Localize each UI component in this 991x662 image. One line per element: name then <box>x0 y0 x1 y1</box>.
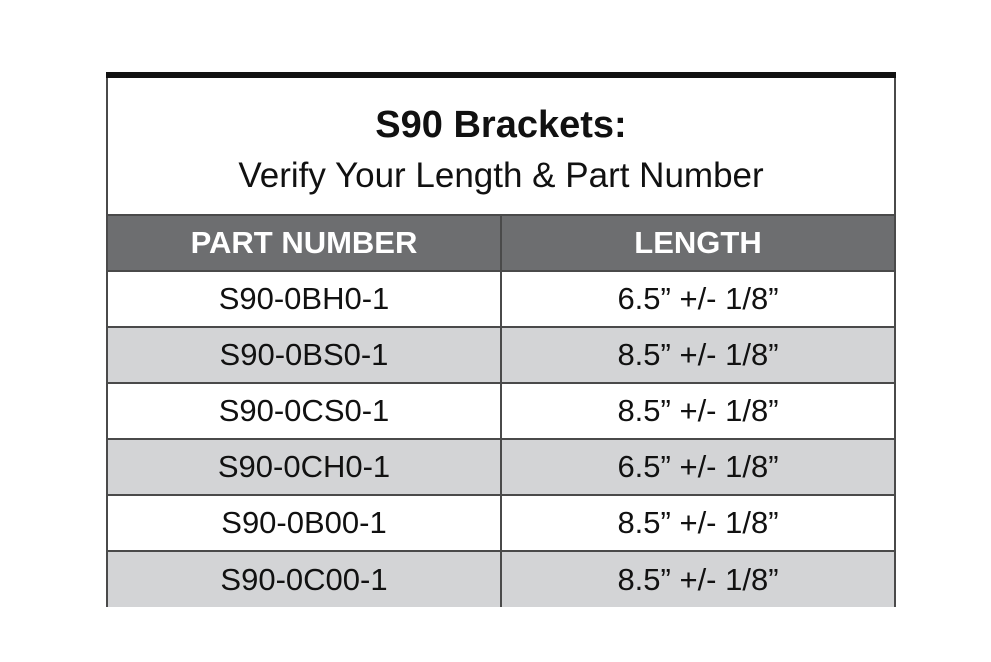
length-cell: 6.5” +/- 1/8” <box>501 438 894 495</box>
part-number-cell: S90-0B00-1 <box>108 494 502 551</box>
length-cell: 6.5” +/- 1/8” <box>501 270 894 327</box>
title-area: S90 Brackets: Verify Your Length & Part … <box>108 78 894 214</box>
length-cell: 8.5” +/- 1/8” <box>501 494 894 551</box>
table-row: S90-0CS0-1 8.5” +/- 1/8” <box>108 382 894 439</box>
table-row: S90-0BS0-1 8.5” +/- 1/8” <box>108 326 894 383</box>
column-header-part-number: PART NUMBER <box>108 214 502 271</box>
part-number-cell: S90-0C00-1 <box>108 550 502 607</box>
header-row: PART NUMBER LENGTH <box>108 214 894 271</box>
table-row: S90-0C00-1 8.5” +/- 1/8” <box>108 550 894 607</box>
table-row: S90-0CH0-1 6.5” +/- 1/8” <box>108 438 894 495</box>
part-number-cell: S90-0BS0-1 <box>108 326 502 383</box>
part-number-cell: S90-0CH0-1 <box>108 438 502 495</box>
parts-table: PART NUMBER LENGTH S90-0BH0-1 6.5” +/- 1/… <box>108 214 894 607</box>
top-rule <box>106 72 896 78</box>
part-number-cell: S90-0CS0-1 <box>108 382 502 439</box>
column-header-length: LENGTH <box>501 214 894 271</box>
bracket-table-card: S90 Brackets: Verify Your Length & Part … <box>106 72 896 607</box>
page-subtitle: Verify Your Length & Part Number <box>238 156 764 195</box>
part-number-cell: S90-0BH0-1 <box>108 270 502 327</box>
table-row: S90-0BH0-1 6.5” +/- 1/8” <box>108 270 894 327</box>
length-cell: 8.5” +/- 1/8” <box>501 550 894 607</box>
length-cell: 8.5” +/- 1/8” <box>501 326 894 383</box>
length-cell: 8.5” +/- 1/8” <box>501 382 894 439</box>
page-title: S90 Brackets: <box>375 104 627 146</box>
table-row: S90-0B00-1 8.5” +/- 1/8” <box>108 494 894 551</box>
